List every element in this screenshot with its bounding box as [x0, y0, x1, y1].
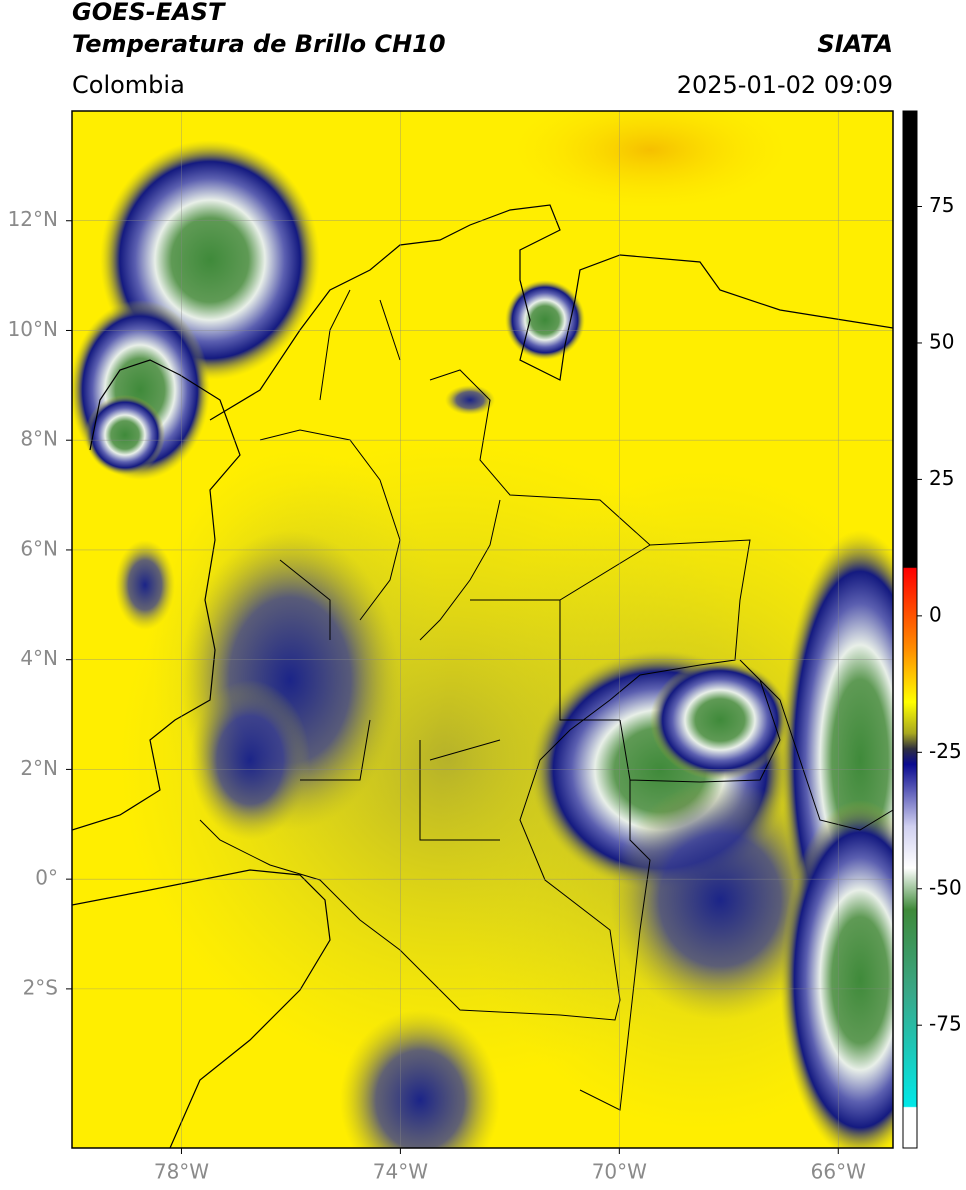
- y-tick-label: 8°N: [20, 427, 58, 451]
- x-tick-label: 70°W: [592, 1160, 647, 1184]
- map-frame: [71, 110, 894, 1149]
- colorbar-tick-label: -25: [929, 739, 962, 763]
- colorbar-tick-label: 50: [929, 329, 954, 353]
- colorbar-tick-label: 0: [929, 602, 942, 626]
- datetime: 2025-01-02 09:09: [677, 71, 893, 99]
- colorbar-tick-label: -50: [929, 875, 962, 899]
- y-tick-label: 6°N: [20, 536, 58, 560]
- satellite-image: [72, 111, 893, 1148]
- x-tick-label: 66°W: [811, 1160, 866, 1184]
- colorbar-tick-label: 25: [929, 466, 954, 490]
- source: SIATA: [817, 30, 893, 58]
- graticule: [72, 111, 893, 1148]
- colorbar-tick-label: 75: [929, 193, 954, 217]
- region: Colombia: [72, 71, 185, 99]
- y-tick-label: 2°S: [23, 975, 58, 999]
- x-tick-label: 74°W: [373, 1160, 428, 1184]
- title: GOES-EAST: [72, 0, 226, 26]
- x-tick-label: 78°W: [154, 1160, 209, 1184]
- y-tick-label: 4°N: [20, 646, 58, 670]
- y-tick-label: 10°N: [8, 317, 58, 341]
- y-tick-label: 2°N: [20, 756, 58, 780]
- colorbar-tick-label: -75: [929, 1012, 962, 1036]
- subtitle: Temperatura de Brillo CH10: [72, 30, 446, 58]
- y-tick-label: 0°: [35, 866, 58, 890]
- y-tick-label: 12°N: [8, 207, 58, 231]
- colorbar: [902, 110, 918, 1149]
